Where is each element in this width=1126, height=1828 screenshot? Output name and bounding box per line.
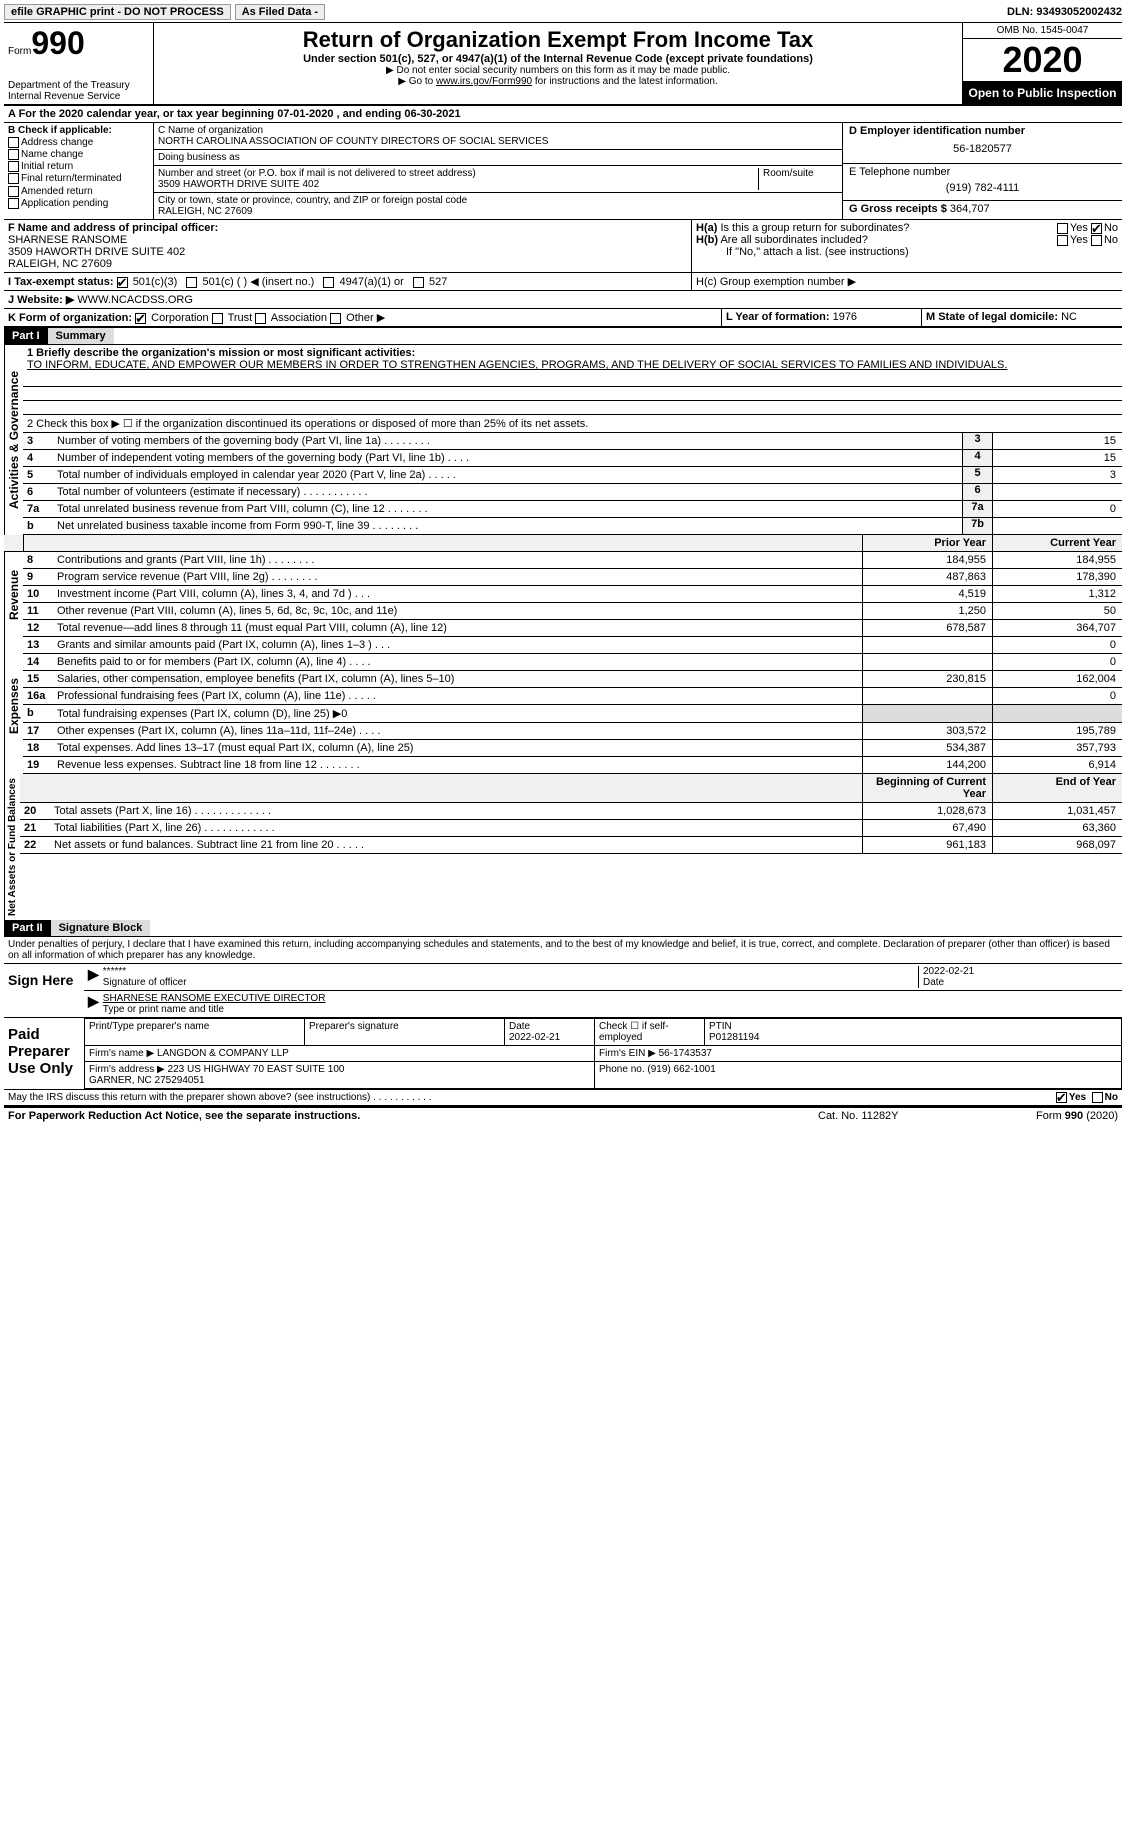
- form-number-box: Form990 Department of the Treasury Inter…: [4, 23, 154, 104]
- revenue-section: Revenue 8Contributions and grants (Part …: [4, 552, 1122, 637]
- signature-block: Under penalties of perjury, I declare th…: [4, 937, 1122, 1107]
- part1-header: Part ISummary: [4, 328, 1122, 345]
- footer: For Paperwork Reduction Act Notice, see …: [4, 1107, 1122, 1124]
- hb-no[interactable]: [1091, 235, 1102, 246]
- i-501c3[interactable]: [117, 277, 128, 288]
- preparer-table: Print/Type preparer's name Preparer's si…: [84, 1018, 1122, 1089]
- asfiled-label: As Filed Data -: [235, 4, 325, 20]
- i-4947[interactable]: [323, 277, 334, 288]
- discuss-yes[interactable]: [1056, 1092, 1067, 1103]
- title-box: Return of Organization Exempt From Incom…: [154, 23, 962, 104]
- row-fh: F Name and address of principal officer:…: [4, 220, 1122, 273]
- check-amended[interactable]: [8, 186, 19, 197]
- hb-yes[interactable]: [1057, 235, 1068, 246]
- row-klm: K Form of organization: Corporation Trus…: [4, 309, 1122, 328]
- row-a: A For the 2020 calendar year, or tax yea…: [4, 106, 1122, 123]
- check-pending[interactable]: [8, 198, 19, 209]
- activities-governance: Activities & Governance 1 Briefly descri…: [4, 345, 1122, 535]
- check-final[interactable]: [8, 173, 19, 184]
- dln: DLN: 93493052002432: [1007, 6, 1122, 18]
- col-d: D Employer identification number56-18205…: [842, 123, 1122, 219]
- top-bar: efile GRAPHIC print - DO NOT PROCESS As …: [4, 4, 1122, 23]
- col-b: B Check if applicable: Address change Na…: [4, 123, 154, 219]
- entity-grid: B Check if applicable: Address change Na…: [4, 123, 1122, 220]
- k-assoc[interactable]: [255, 313, 266, 324]
- i-501c[interactable]: [186, 277, 197, 288]
- k-trust[interactable]: [212, 313, 223, 324]
- expenses-section: Expenses 13Grants and similar amounts pa…: [4, 637, 1122, 774]
- header: Form990 Department of the Treasury Inter…: [4, 23, 1122, 106]
- check-address[interactable]: [8, 137, 19, 148]
- irs-link[interactable]: www.irs.gov/Form990: [436, 76, 532, 87]
- netassets-section: Net Assets or Fund Balances Beginning of…: [4, 774, 1122, 920]
- row-j: J Website: ▶ WWW.NCACDSS.ORG: [4, 291, 1122, 309]
- k-corp[interactable]: [135, 313, 146, 324]
- ha-no[interactable]: [1091, 223, 1102, 234]
- discuss-no[interactable]: [1092, 1092, 1103, 1103]
- check-initial[interactable]: [8, 161, 19, 172]
- pyr-cyr-header: Prior YearCurrent Year: [4, 535, 1122, 552]
- efile-label: efile GRAPHIC print - DO NOT PROCESS: [4, 4, 231, 20]
- part2-header: Part IISignature Block: [4, 920, 1122, 937]
- k-other[interactable]: [330, 313, 341, 324]
- page-title: Return of Organization Exempt From Incom…: [158, 27, 958, 53]
- check-name[interactable]: [8, 149, 19, 160]
- row-i: I Tax-exempt status: 501(c)(3) 501(c) ( …: [4, 273, 1122, 291]
- year-box: OMB No. 1545-0047 2020 Open to Public In…: [962, 23, 1122, 104]
- col-c: C Name of organizationNORTH CAROLINA ASS…: [154, 123, 842, 219]
- i-527[interactable]: [413, 277, 424, 288]
- ha-yes[interactable]: [1057, 223, 1068, 234]
